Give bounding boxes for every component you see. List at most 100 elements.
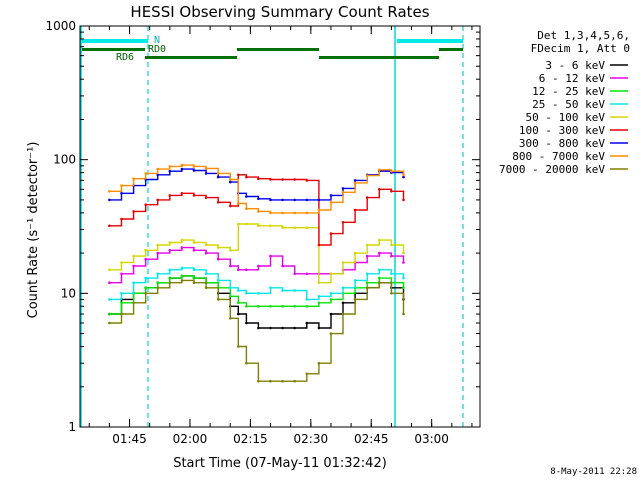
data-point — [120, 184, 123, 187]
data-point — [341, 191, 345, 194]
data-point — [402, 276, 405, 280]
data-point — [237, 268, 240, 272]
data-point — [180, 274, 184, 278]
data-point — [192, 249, 196, 252]
night-annotation: N — [154, 35, 160, 46]
data-point — [108, 281, 111, 285]
data-point — [245, 361, 248, 365]
data-point — [108, 312, 111, 316]
data-point — [237, 202, 240, 205]
data-point — [293, 226, 297, 229]
data-point — [229, 180, 232, 184]
legend-header-line-1: Det 1,3,4,5,6, — [537, 29, 630, 42]
data-point — [269, 326, 272, 330]
data-point — [237, 312, 240, 316]
data-point — [132, 281, 135, 285]
data-point — [329, 272, 333, 276]
series-line — [109, 174, 405, 246]
rd0-bar — [82, 48, 145, 51]
data-point — [120, 217, 123, 221]
data-point — [341, 187, 345, 190]
data-point — [156, 272, 159, 276]
data-point — [229, 178, 232, 181]
rd6-bar — [145, 56, 237, 59]
legend-entry-label: 3 - 6 keV — [545, 59, 605, 72]
data-point — [156, 167, 159, 171]
series-line — [109, 275, 405, 329]
data-point — [281, 226, 284, 229]
data-point — [144, 172, 147, 175]
data-point — [317, 295, 321, 298]
y-tick-label: 1000 — [45, 19, 76, 33]
data-point — [216, 257, 220, 261]
data-point — [168, 169, 172, 173]
legend-entry-label: 800 - 7000 keV — [512, 150, 605, 163]
data-point — [281, 211, 284, 215]
data-point — [305, 372, 309, 376]
data-point — [353, 181, 357, 185]
data-point — [132, 301, 135, 305]
data-point — [216, 175, 220, 179]
data-point — [180, 238, 184, 242]
data-point — [245, 292, 248, 295]
data-point — [378, 251, 381, 255]
data-point — [365, 281, 369, 285]
series-line — [109, 223, 405, 284]
data-point — [402, 261, 405, 264]
data-point — [156, 286, 159, 290]
data-point — [229, 295, 232, 298]
data-point — [402, 286, 405, 290]
data-point — [168, 165, 172, 168]
data-point — [390, 254, 393, 258]
data-point — [144, 276, 147, 280]
data-point — [317, 198, 321, 202]
data-point — [229, 317, 232, 320]
data-point — [108, 198, 111, 202]
data-point — [317, 208, 321, 212]
data-point — [245, 222, 248, 226]
data-point — [168, 249, 172, 252]
data-point — [293, 289, 297, 292]
data-point — [144, 203, 147, 206]
data-point — [305, 179, 309, 182]
data-point — [329, 292, 333, 295]
night-bar-left — [82, 39, 148, 43]
data-point — [353, 279, 357, 282]
series-line — [109, 267, 405, 301]
rd6-bar — [319, 56, 439, 59]
plot-frame — [79, 25, 481, 428]
data-point — [120, 272, 123, 276]
data-point — [378, 168, 381, 172]
data-point — [390, 190, 393, 193]
night-bar-right — [397, 39, 463, 43]
data-point — [317, 361, 321, 365]
data-point — [281, 379, 284, 383]
data-point — [305, 211, 309, 215]
data-point — [257, 305, 260, 308]
data-point — [156, 173, 159, 177]
data-point — [402, 173, 405, 177]
data-point — [156, 198, 159, 202]
data-point — [144, 292, 147, 295]
data-point — [269, 254, 272, 258]
data-point — [269, 305, 272, 308]
data-point — [269, 198, 272, 202]
data-point — [341, 301, 345, 305]
legend-entry-label: 300 - 800 keV — [519, 137, 605, 150]
data-point — [180, 246, 184, 249]
data-point — [353, 251, 357, 255]
data-point — [168, 268, 172, 272]
data-point — [108, 321, 111, 325]
data-point — [341, 221, 345, 224]
data-point — [329, 332, 333, 335]
data-point — [168, 194, 172, 197]
series-line — [109, 279, 405, 382]
data-point — [237, 289, 240, 292]
data-point — [216, 172, 220, 175]
data-point — [229, 286, 232, 290]
data-point — [353, 208, 357, 212]
data-point — [281, 305, 284, 308]
data-point — [144, 286, 147, 290]
